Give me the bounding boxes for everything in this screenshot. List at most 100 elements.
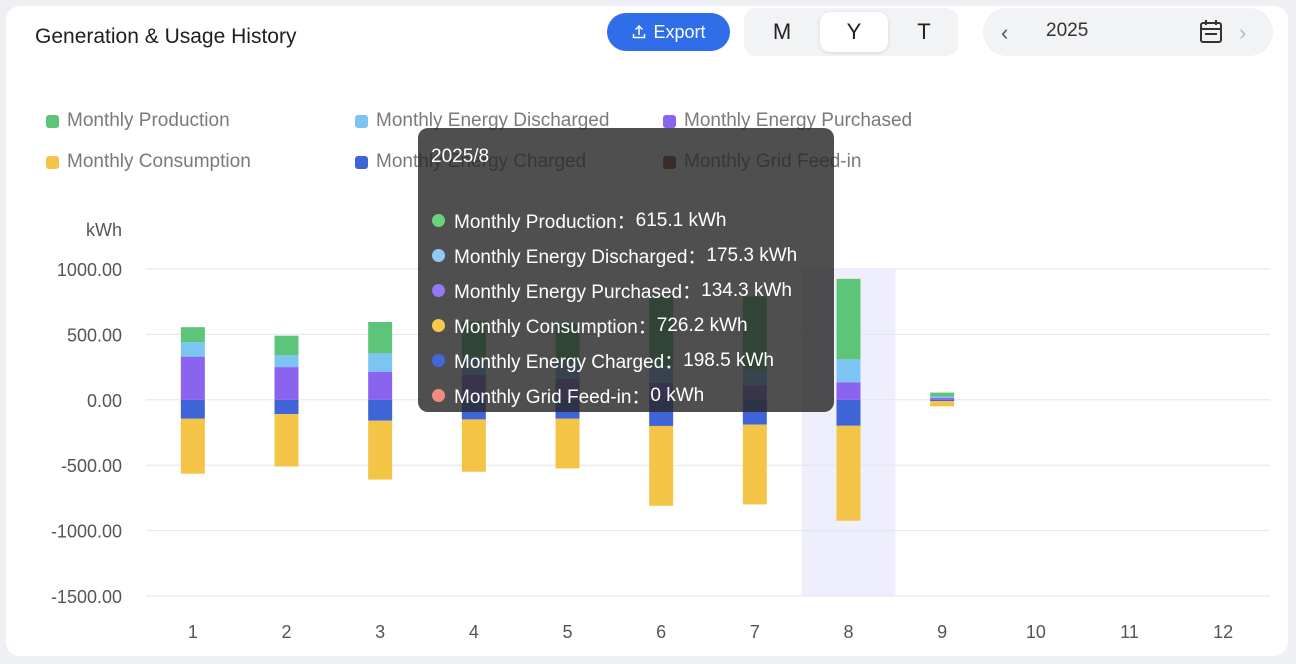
bar-segment[interactable]	[274, 367, 299, 400]
tooltip-row: Monthly Energy Discharged： 175.3 kWh	[432, 242, 797, 269]
x-tick-label: 11	[1120, 622, 1139, 642]
tooltip-dot	[432, 214, 445, 227]
bar-segment[interactable]	[368, 399, 393, 421]
legend-discharged[interactable]: Monthly Energy Discharged	[355, 110, 609, 132]
legend-swatch	[663, 114, 676, 128]
y-axis-label: kWh	[86, 220, 122, 240]
x-tick-label: 12	[1213, 622, 1233, 642]
bar-segment[interactable]	[180, 418, 205, 474]
x-tick-label: 1	[188, 622, 198, 642]
tooltip-row: Monthly Production： 615.1 kWh	[432, 207, 726, 234]
x-tick-label: 5	[562, 622, 572, 642]
legend-label: Monthly Energy Discharged	[376, 110, 610, 131]
bar-segment[interactable]	[836, 359, 861, 383]
year-picker: ‹ 2025 ›	[983, 8, 1273, 56]
y-tick-label: -1000.00	[51, 522, 122, 542]
tooltip-label: Monthly Energy Purchased：	[454, 282, 702, 303]
export-button[interactable]: Export	[607, 13, 730, 51]
legend-label: Monthly Consumption	[67, 151, 251, 172]
bar-segment[interactable]	[930, 392, 955, 397]
bar-segment[interactable]	[742, 424, 767, 505]
bar-segment[interactable]	[368, 353, 393, 372]
tooltip-dot	[432, 389, 445, 402]
bar-segment[interactable]	[368, 371, 393, 400]
bar-segment[interactable]	[555, 418, 580, 469]
upload-icon	[633, 24, 646, 39]
bar-segment[interactable]	[930, 396, 955, 398]
tooltip-row: Monthly Grid Feed-in： 0 kWh	[432, 382, 704, 409]
year-value[interactable]: 2025	[1046, 20, 1089, 41]
page-title: Generation & Usage History	[35, 25, 297, 48]
legend-swatch	[355, 114, 368, 128]
legend-swatch	[46, 114, 59, 128]
bar-segment[interactable]	[836, 382, 861, 400]
tooltip-value: 726.2 kWh	[656, 314, 748, 336]
legend-label: Monthly Production	[67, 110, 230, 131]
period-switch: M Y T	[744, 8, 958, 56]
bar-segment[interactable]	[368, 420, 393, 480]
bar-segment[interactable]	[930, 397, 955, 400]
chevron-left-icon[interactable]: ‹	[1001, 20, 1009, 45]
bar-segment[interactable]	[180, 342, 205, 357]
calendar-icon[interactable]	[1199, 19, 1223, 45]
bar-segment[interactable]	[180, 399, 205, 419]
tab-total[interactable]: T	[917, 19, 931, 44]
x-tick-label: 9	[937, 622, 947, 642]
bar-segment[interactable]	[930, 401, 955, 407]
bar-segment[interactable]	[930, 399, 955, 402]
y-tick-label: 500.00	[67, 325, 122, 345]
chevron-right-icon[interactable]: ›	[1239, 20, 1247, 45]
y-tick-label: 0.00	[87, 391, 122, 411]
tooltip-dot	[432, 354, 445, 367]
tooltip-value: 134.3 kWh	[701, 279, 792, 301]
bar-segment[interactable]	[836, 399, 861, 426]
tooltip-dot	[432, 319, 445, 332]
legend-consumption[interactable]: Monthly Consumption	[46, 151, 251, 173]
bar-segment[interactable]	[836, 425, 861, 521]
x-tick-label: 4	[469, 622, 479, 642]
tooltip-row: Monthly Consumption： 726.2 kWh	[432, 312, 748, 339]
x-tick-label: 6	[656, 622, 666, 642]
legend-purchased[interactable]: Monthly Energy Purchased	[663, 110, 912, 132]
tooltip-row: Monthly Energy Purchased： 134.3 kWh	[432, 277, 792, 304]
y-tick-label: -500.00	[61, 456, 122, 476]
legend-swatch	[355, 155, 368, 169]
bar-segment[interactable]	[461, 419, 486, 472]
bar-segment[interactable]	[274, 414, 299, 467]
tooltip-dot	[432, 284, 445, 297]
tab-month[interactable]: M	[772, 19, 792, 44]
x-tick-label: 7	[750, 622, 760, 642]
tooltip-title: 2025/8	[431, 146, 490, 167]
chart-tooltip: 2025/8 Monthly Production： 615.1 kWh Mon…	[418, 128, 834, 412]
bar-segment[interactable]	[274, 335, 299, 356]
legend-label: Monthly Energy Purchased	[684, 110, 913, 131]
bar-segment[interactable]	[180, 356, 205, 400]
x-tick-label: 3	[375, 622, 385, 642]
tooltip-label: Monthly Grid Feed-in：	[454, 387, 651, 408]
x-tick-label: 2	[281, 622, 291, 642]
bar-segment[interactable]	[368, 321, 393, 354]
tooltip-label: Monthly Consumption：	[454, 317, 657, 338]
bar-segment[interactable]	[180, 327, 205, 343]
tooltip-value: 0 kWh	[650, 384, 705, 406]
tooltip-value: 198.5 kWh	[683, 349, 774, 371]
x-tick-label: 8	[843, 622, 853, 642]
y-tick-label: -1500.00	[51, 587, 122, 607]
legend-swatch	[46, 155, 59, 169]
tooltip-row: Monthly Energy Charged： 198.5 kWh	[432, 347, 774, 374]
tooltip-label: Monthly Energy Discharged：	[454, 247, 707, 268]
bar-segment[interactable]	[836, 278, 861, 360]
tooltip-label: Monthly Production：	[454, 212, 636, 233]
bar-segment[interactable]	[274, 399, 299, 415]
y-tick-label: 1000.00	[57, 260, 122, 280]
tooltip-label: Monthly Energy Charged：	[454, 352, 684, 373]
x-tick-label: 10	[1026, 622, 1046, 642]
export-label: Export	[653, 21, 706, 42]
bar-segment[interactable]	[274, 355, 299, 368]
legend-production[interactable]: Monthly Production	[46, 110, 230, 132]
tooltip-value: 615.1 kWh	[635, 209, 727, 231]
tooltip-value: 175.3 kWh	[706, 244, 798, 266]
tooltip-dot	[432, 249, 445, 262]
bar-segment[interactable]	[649, 425, 674, 506]
tab-year[interactable]: Y	[820, 12, 888, 52]
